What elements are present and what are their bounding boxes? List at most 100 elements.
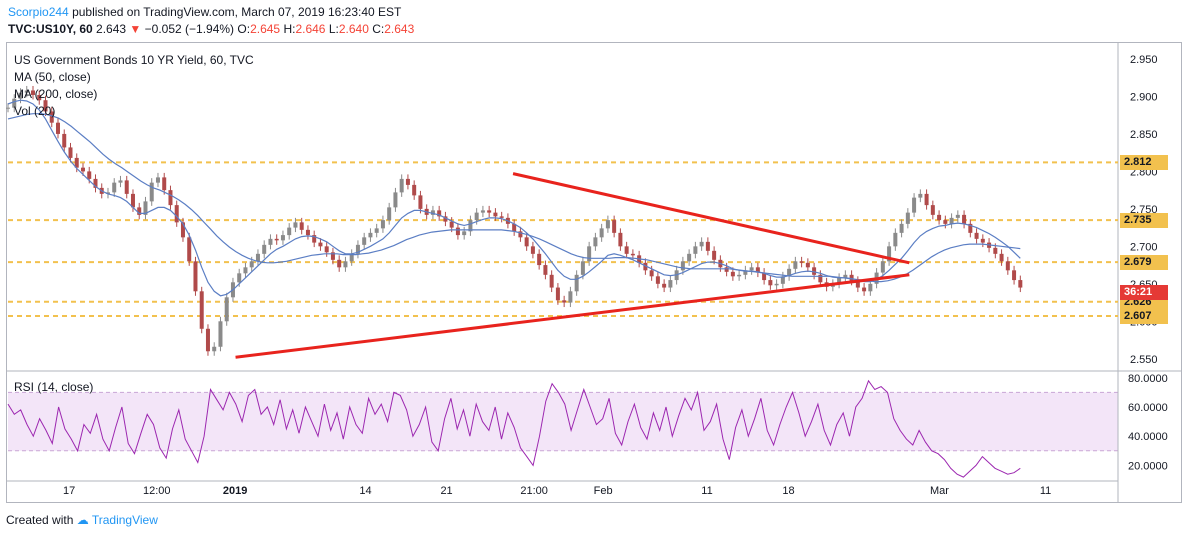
candle-body xyxy=(924,193,929,206)
candle-body xyxy=(30,90,35,95)
candle-body xyxy=(199,291,204,329)
candle-body xyxy=(1012,270,1017,281)
candle-body xyxy=(524,237,529,247)
trendline-lower[interactable] xyxy=(235,273,910,359)
level-price-tag: 2.812 xyxy=(1120,155,1168,171)
created-with-text: Created with xyxy=(6,513,74,527)
candle-body xyxy=(905,212,910,224)
ohlc-open: 2.645 xyxy=(250,22,281,36)
price-axis-tick: 2.750 xyxy=(1130,204,1158,216)
candle-body xyxy=(812,267,817,275)
candle-body xyxy=(343,261,348,268)
time-axis-tick: 18 xyxy=(782,485,794,497)
candle-body xyxy=(399,178,404,193)
time-axis-tick: 11 xyxy=(1040,485,1051,497)
candle-body xyxy=(130,193,135,208)
ma50-legend[interactable]: MA (50, close) xyxy=(14,70,91,84)
candle-body xyxy=(337,259,342,268)
candle-body xyxy=(418,195,423,209)
candle-body xyxy=(618,232,623,247)
candle-body xyxy=(293,222,298,228)
last-price-countdown-tag: 36:21 xyxy=(1120,284,1168,300)
candle-body xyxy=(887,246,892,262)
candle-body xyxy=(255,253,260,262)
candle-body xyxy=(474,212,479,221)
candle-body xyxy=(705,241,710,251)
tradingview-link[interactable]: TradingView xyxy=(91,513,158,527)
rsi-axis-tick: 80.0000 xyxy=(1128,373,1168,385)
candle-body xyxy=(649,270,654,277)
candle-body xyxy=(499,216,504,218)
candle-body xyxy=(612,220,617,233)
candle-body xyxy=(118,180,123,183)
candle-body xyxy=(493,212,498,217)
rsi-axis-tick: 20.0000 xyxy=(1128,460,1168,472)
price-axis-tick: 2.700 xyxy=(1130,241,1158,253)
candle-body xyxy=(730,271,735,277)
candle-body xyxy=(974,232,979,239)
candle-body xyxy=(687,253,692,262)
candle-body xyxy=(949,217,954,224)
candle-body xyxy=(280,235,285,241)
candle-body xyxy=(855,280,860,288)
candle-body xyxy=(899,223,904,233)
candle-body xyxy=(799,261,804,263)
candle-body xyxy=(412,184,417,196)
candle-body xyxy=(105,192,110,194)
candle-body xyxy=(318,242,323,247)
candle-body xyxy=(43,100,48,112)
candle-body xyxy=(699,241,704,247)
candle-body xyxy=(868,283,873,292)
volume-legend[interactable]: Vol (20) xyxy=(14,104,56,118)
symbol-label: TVC:US10Y, 60 xyxy=(8,22,93,36)
candle-body xyxy=(580,261,585,275)
candle-body xyxy=(643,262,648,271)
rsi-legend[interactable]: RSI (14, close) xyxy=(14,380,94,394)
trendline-upper[interactable] xyxy=(512,172,910,265)
time-axis-tick: 17 xyxy=(63,485,75,497)
candle-body xyxy=(124,180,129,194)
candle-body xyxy=(143,201,148,215)
level-price-tag: 2.607 xyxy=(1120,309,1168,325)
publisher-link[interactable]: Scorpio244 xyxy=(8,5,69,19)
candle-body xyxy=(518,231,523,238)
candle-body xyxy=(774,283,779,286)
candle-body xyxy=(880,261,885,273)
candle-body xyxy=(487,210,492,213)
candle-body xyxy=(537,253,542,266)
time-axis-tick: 12:00 xyxy=(143,485,171,497)
candle-body xyxy=(162,177,167,191)
price-axis-tick: 2.950 xyxy=(1130,54,1158,66)
candle-body xyxy=(137,207,142,215)
ma200-line xyxy=(7,113,1021,283)
time-axis-tick: Mar xyxy=(930,485,949,497)
chart-frame[interactable] xyxy=(6,42,1182,503)
candle-body xyxy=(312,235,317,243)
candle-body xyxy=(212,346,217,352)
candle-body xyxy=(449,221,454,228)
candle-body xyxy=(393,192,398,208)
candle-body xyxy=(168,190,173,206)
candle-body xyxy=(793,261,798,269)
candle-body xyxy=(599,228,604,238)
candle-body xyxy=(55,122,60,134)
candle-body xyxy=(512,223,517,232)
candle-body xyxy=(962,214,967,224)
candle-body xyxy=(443,216,448,222)
ohlc-high: 2.646 xyxy=(295,22,326,36)
candle-body xyxy=(968,223,973,233)
candle-body xyxy=(780,276,785,284)
candle-body xyxy=(574,274,579,292)
candle-body xyxy=(437,210,442,217)
candle-body xyxy=(305,229,310,236)
candle-body xyxy=(937,214,942,221)
candle-body xyxy=(112,182,117,193)
rsi-axis-tick: 60.0000 xyxy=(1128,402,1168,414)
ma200-legend[interactable]: MA (200, close) xyxy=(14,87,98,101)
candle-body xyxy=(468,220,473,232)
candle-body xyxy=(930,205,935,215)
candle-body xyxy=(174,205,179,223)
candle-body xyxy=(805,262,810,268)
candle-body xyxy=(18,92,23,99)
